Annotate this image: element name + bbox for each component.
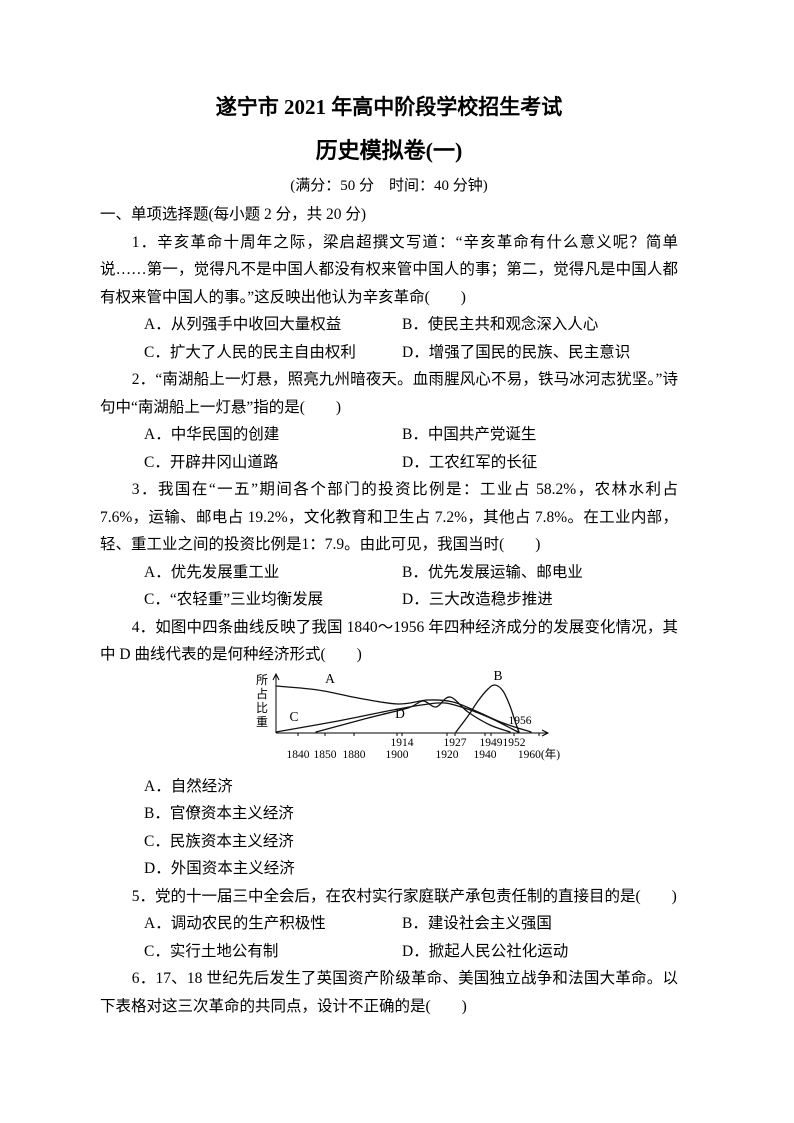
question-2-stem: 2．“南湖船上一灯悬，照亮九州暗夜天。血雨腥风心不易，铁马冰河志犹坚。”诗句中“… [100,371,678,416]
curve-label-C: C [289,709,298,724]
option-c: C．“农轻重”三业均衡发展 [144,591,324,608]
x-tick-label: 1880 [343,749,366,761]
question-5-options-row-2: C．实行土地公有制 D．掀起人民公社化运动 [100,938,678,966]
option-b: B．优先发展运输、邮电业 [402,563,583,581]
curve-C [275,701,519,733]
curve-D [315,695,511,733]
option-d: D．增强了国民的民族、民主意识 [402,343,631,361]
x-tick-label: 1850 [314,749,337,761]
x-tick-label: 1927 [444,737,467,749]
option-a: A．调动农民的生产积极性 [144,915,326,932]
question-2-options-row-1: A．中华民国的创建 B．中国共产党诞生 [100,421,678,449]
option-b: B．使民主共和观念深入人心 [402,316,599,333]
question-4-stem: 4．如图中四条曲线反映了我国 1840～1956 年四种经济成分的发展变化情况，… [100,618,678,664]
exam-score-time: (满分：50 分 时间：40 分钟) [290,178,488,194]
y-axis-label: 比 [256,701,268,715]
option-d: D．掀起人民公社化运动 [402,942,569,960]
x-tick-label: 1949 [480,737,503,749]
option-d: D．三大改造稳步推进 [402,591,553,608]
y-axis-label: 占 [256,686,268,701]
x-axis-arrow-icon [541,729,550,736]
y-axis-label: 重 [256,715,268,729]
option-c: C．扩大了人民的民主自由权利 [144,343,356,361]
question-1-options-row-1: A．从列强手中收回大量权益 B．使民主共和观念深入人心 [100,311,678,339]
y-axis-arrow-icon [272,672,280,680]
option-d: D．外国资本主义经济 [144,860,295,877]
question-3-options-row-1: A．优先发展重工业 B．优先发展运输、邮电业 [100,559,678,587]
question-3-stem: 3．我国在“一五”期间各个部门的投资比例是：工业占 58.2%，农林水利占 7.… [100,481,678,553]
x-tick-label: 1900 [386,749,409,761]
x-tick-label: 1940 [474,749,497,761]
question-1-stem: 1．辛亥革命十周年之际，梁启超撰文写道：“辛亥革命有什么意义呢？简单说……第一，… [100,233,678,306]
x-tick-label: 1960(年) [518,747,560,761]
section-heading: 一、单项选择题(每小题 2 分，共 20 分) [100,206,367,223]
option-d: D．工农红军的长征 [402,453,538,471]
exam-title: 遂宁市 2021 年高中阶段学校招生考试 [215,95,563,119]
exam-subtitle: 历史模拟卷(一) [315,138,463,163]
option-a: A．从列强手中收回大量权益 [144,316,342,333]
option-b: B．建设社会主义强国 [402,915,552,932]
annotation-1956: 1956 [509,715,532,727]
y-axis-label: 所 [256,673,268,687]
x-tick-label: 1952 [503,737,526,749]
option-b: B．官僚资本主义经济 [144,805,294,822]
question-5-options-row-1: A．调动农民的生产积极性 B．建设社会主义强国 [100,910,678,938]
option-c: C．开辟井冈山道路 [144,453,279,471]
question-5-stem: 5．党的十一届三中全会后，在农村实行家庭联产承包责任制的直接目的是( ) [131,887,677,905]
x-tick-label: 1840 [287,749,310,761]
x-tick-label: 1914 [391,737,414,749]
question-2-options-row-2: C．开辟井冈山道路 D．工农红军的长征 [100,449,678,477]
option-c: C．实行土地公有制 [144,942,279,960]
question-4-options: A．自然经济 B．官僚资本主义经济 C．民族资本主义经济 D．外国资本主义经济 [100,773,678,883]
curve-label-B: B [493,671,502,683]
option-a: A．优先发展重工业 [144,563,280,581]
question-3-options-row-2: C．“农轻重”三业均衡发展 D．三大改造稳步推进 [100,586,678,614]
option-a: A．自然经济 [144,777,233,795]
economy-curves-figure: 所占比重 1914 1927 1949 1952 1840 1850 1880 1900 1920… [248,668,678,771]
question-1-options-row-2: C．扩大了人民的民主自由权利 D．增强了国民的民族、民主意识 [100,339,678,367]
option-b: B．中国共产党诞生 [402,426,537,443]
option-c: C．民族资本主义经济 [144,832,294,850]
x-tick-label: 1920 [436,749,459,761]
curve-label-A: A [325,671,335,686]
option-a: A．中华民国的创建 [144,426,280,443]
curve-label-D: D [395,706,405,721]
question-6-stem: 6．17、18 世纪先后发生了英国资产阶级革命、美国独立战争和法国大革命。以下表… [100,970,678,1015]
curve-B [455,683,520,733]
